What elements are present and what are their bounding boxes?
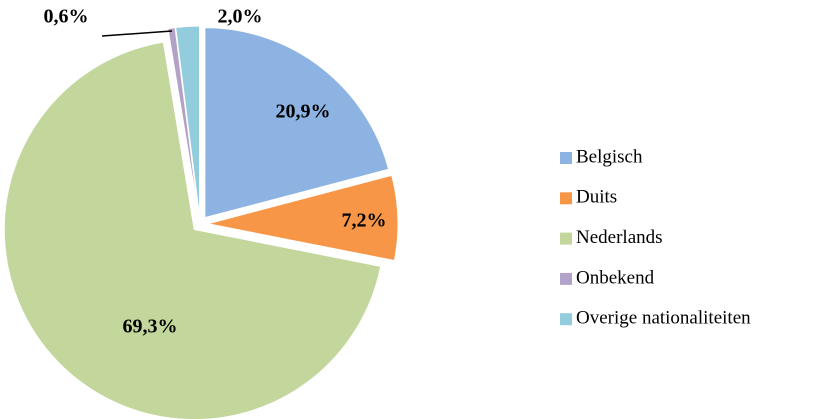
pie-slice [3,41,382,419]
legend-swatch [560,313,572,326]
leader-line [101,30,173,37]
pie-slice [207,174,399,262]
legend-label: Overige nationaliteiten [576,308,751,329]
legend-swatch [560,232,572,245]
pie-slice [167,27,200,217]
pie-slice [175,25,200,217]
data-label: 69,3% [123,316,178,338]
legend-label: Duits [576,187,617,208]
legend-swatch [560,192,572,205]
data-label: 7,2% [342,210,387,232]
legend-label: Belgisch [576,146,643,167]
data-label: 2,0% [218,6,263,28]
legend-label: Onbekend [576,267,655,288]
pie-slice [204,27,390,219]
legend-swatch [560,152,572,164]
data-label: 20,9% [276,101,331,123]
legend-label: Nederlands [576,227,663,248]
legend-swatch [560,272,572,285]
data-label: 0,6% [44,6,89,28]
